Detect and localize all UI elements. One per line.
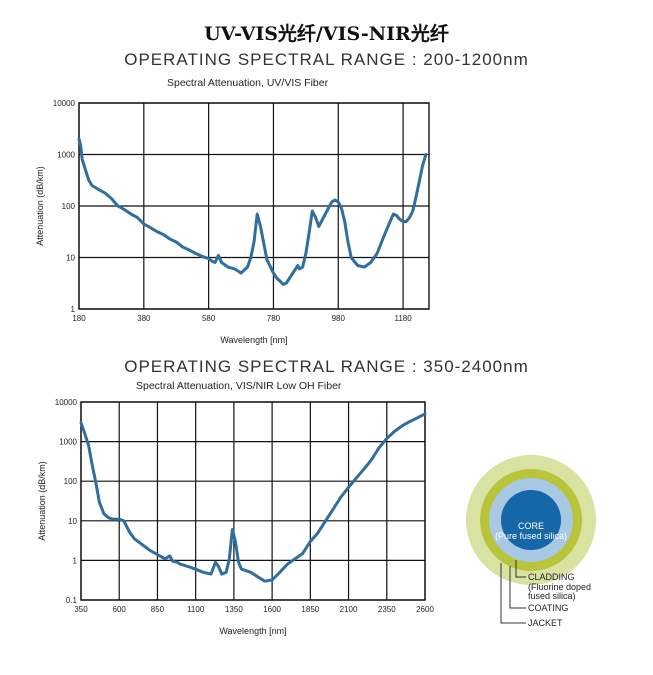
vis-nir-y-tick-label: 0.1 [66,596,78,605]
chart-vis-nir: 350 600 850 1100 1350 1600 1850 2100 2350 26000.1… [37,398,434,636]
uv-vis-x-tick-label: 1180 [394,314,412,323]
uv-vis-x-axis-label: Wavelength [nm] [220,335,287,345]
section-title-uv-vis: OPERATING SPECTRAL RANGE : 200-1200nm [124,50,529,69]
vis-nir-plot-area [81,402,425,600]
vis-nir-x-tick-label: 2350 [378,605,396,614]
uv-vis-y-axis-label: Attenuation (dB/km) [35,166,45,246]
core-sublabel: (Pure fused silica) [495,531,567,541]
uv-vis-x-tick-label: 180 [72,314,86,323]
vis-nir-x-axis-label: Wavelength [nm] [219,626,286,636]
vis-nir-x-tick-label: 850 [151,605,165,614]
uv-vis-x-tick-label: 380 [137,314,151,323]
vis-nir-x-tick-label: 350 [74,605,88,614]
chart-title-uv-vis: Spectral Attenuation, UV/VIS Fiber [167,77,329,89]
uv-vis-y-tick-label: 1000 [57,151,75,160]
vis-nir-y-axis-label: Attenuation (dB/km) [37,461,47,541]
cladding-label: CLADDING [528,572,575,582]
cladding-leader-line [515,560,526,578]
fiber-cross-section-diagram: CORE (Pure fused silica) CLADDING (Fluor… [466,455,596,628]
core-circle [501,490,561,550]
vis-nir-y-tick-label: 100 [64,477,78,486]
vis-nir-x-tick-label: 2100 [340,605,358,614]
uv-vis-attenuation-line [77,137,428,286]
core-label: CORE [518,521,544,531]
coating-leader-line [509,566,526,609]
chart-title-vis-nir: Spectral Attenuation, VIS/NIR Low OH Fib… [136,380,342,392]
vis-nir-x-tick-label: 1100 [187,605,205,614]
cladding-sublabel-1: (Fluorine doped [528,582,591,592]
cladding-sublabel-2: fused silica) [528,591,576,601]
vis-nir-x-tick-label: 600 [113,605,127,614]
section-title-vis-nir: OPERATING SPECTRAL RANGE : 350-2400nm [124,357,529,376]
jacket-label: JACKET [528,618,563,628]
uv-vis-plot-frame [78,102,430,310]
vis-nir-plot-frame [80,401,426,601]
uv-vis-x-tick-label: 980 [332,314,346,323]
uv-vis-x-tick-label: 580 [202,314,216,323]
vis-nir-y-tick-label: 10000 [55,398,78,407]
jacket-leader-line [500,563,526,624]
uv-vis-x-tick-label: 780 [267,314,281,323]
uv-vis-y-tick-label: 10 [66,254,75,263]
uv-vis-y-tick-label: 1 [71,305,76,314]
uv-vis-y-tick-label: 100 [62,202,76,211]
vis-nir-x-tick-label: 1850 [301,605,319,614]
chart-uv-vis: 180 380 580 780 980 1180 1 10 100 1000 10000 Wavele… [35,99,430,345]
vis-nir-y-tick-label: 1000 [59,438,77,447]
vis-nir-y-tick-label: 1 [73,556,78,565]
main-title: UV-VIS光纤/VIS-NIR光纤 [204,23,449,45]
vis-nir-attenuation-line [79,412,427,583]
vis-nir-y-tick-label: 10 [68,517,77,526]
vis-nir-x-tick-label: 2600 [416,605,434,614]
vis-nir-x-tick-label: 1600 [263,605,281,614]
uv-vis-y-tick-label: 10000 [53,99,76,108]
vis-nir-x-tick-label: 1350 [225,605,243,614]
coating-label: COATING [528,603,568,613]
